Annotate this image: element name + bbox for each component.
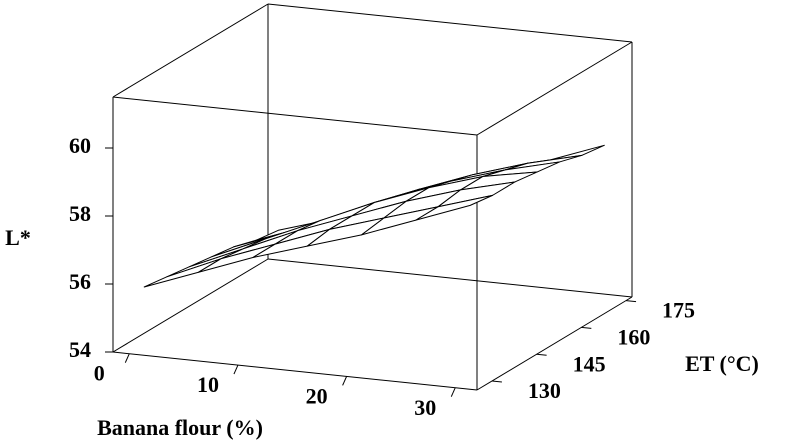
z-tick-label: 54 <box>69 337 91 362</box>
x-tick <box>342 376 348 386</box>
y-tick <box>536 353 547 356</box>
x-tick <box>124 353 130 363</box>
y-axis-label: ET (°C) <box>685 351 759 376</box>
z-tick-label: 60 <box>69 133 91 158</box>
box-edge <box>112 258 269 353</box>
surface-cell <box>143 258 222 288</box>
y-tick-label: 145 <box>573 351 606 376</box>
x-tick <box>233 364 239 375</box>
box-edge <box>112 96 478 136</box>
x-tick-label: 30 <box>414 395 436 420</box>
y-tick-label: 175 <box>662 298 695 323</box>
z-tick-label: 56 <box>69 269 91 294</box>
y-tick <box>625 300 637 303</box>
box-edge <box>112 351 478 391</box>
y-tick <box>491 380 502 383</box>
x-tick <box>450 387 456 397</box>
box-edge <box>267 3 633 43</box>
x-tick-label: 0 <box>94 361 105 386</box>
x-axis-label: Banana flour (%) <box>97 415 263 440</box>
box-edge <box>267 258 633 298</box>
box-edge <box>476 296 633 391</box>
z-axis-label: L* <box>5 225 31 250</box>
box-edge <box>476 41 633 136</box>
y-tick-label: 130 <box>528 378 561 403</box>
surface-cell <box>415 194 494 221</box>
z-tick-label: 58 <box>69 201 91 226</box>
y-tick <box>581 326 592 329</box>
y-tick-label: 160 <box>617 324 650 349</box>
x-tick-label: 20 <box>306 383 328 408</box>
x-tick-label: 10 <box>197 372 219 397</box>
box-edge <box>112 3 269 98</box>
